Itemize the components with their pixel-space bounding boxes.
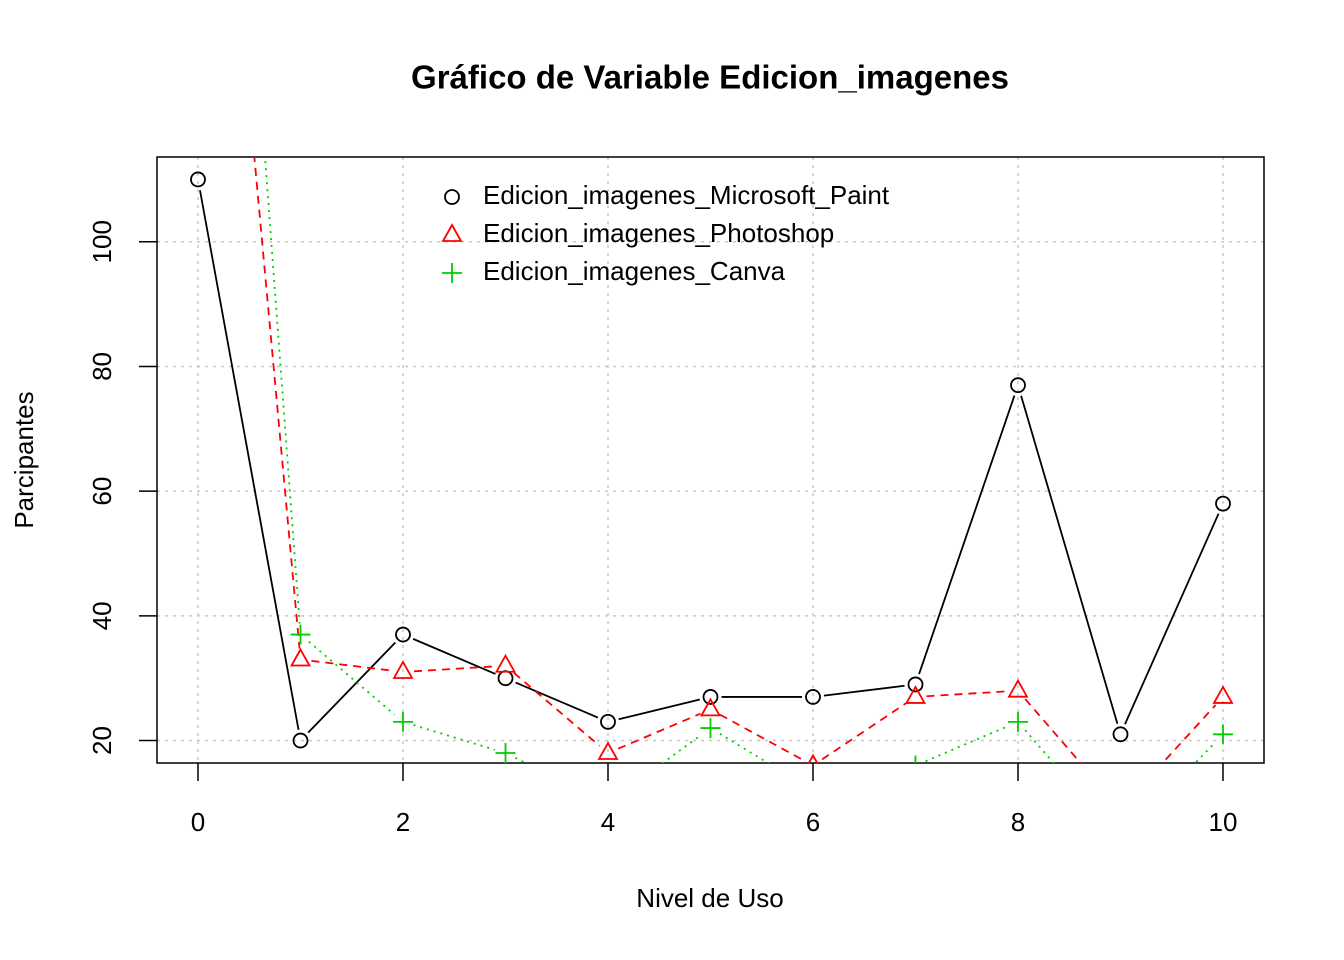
x-axis-label: Nivel de Uso	[636, 883, 783, 913]
point	[1010, 377, 1026, 394]
chart-title: Gráfico de Variable Edicion_imagenes	[411, 59, 1009, 96]
point	[494, 653, 517, 673]
point	[290, 624, 311, 645]
point	[1112, 799, 1130, 815]
point	[597, 741, 619, 760]
y-tick-label: 40	[87, 601, 117, 630]
point	[702, 689, 719, 705]
plot-frame	[156, 156, 1265, 764]
y-axis-label: Parcipantes	[9, 391, 39, 528]
x-tick-label: 2	[396, 807, 410, 837]
legend-marker	[442, 263, 462, 283]
point	[289, 647, 312, 667]
point	[914, 755, 917, 763]
point	[292, 732, 309, 749]
y-tick-label: 100	[87, 220, 117, 263]
point	[1007, 678, 1029, 698]
point	[907, 676, 924, 693]
plot-area	[190, 157, 1234, 850]
point	[805, 689, 821, 705]
point	[700, 718, 721, 739]
x-tick-label: 8	[1011, 807, 1025, 837]
point	[392, 660, 414, 679]
point	[393, 711, 413, 732]
legend-label: Edicion_imagenes_Canva	[483, 256, 786, 286]
point	[1213, 724, 1233, 745]
legend-label: Edicion_imagenes_Microsoft_Paint	[483, 180, 890, 210]
point	[904, 685, 927, 704]
point	[699, 697, 722, 717]
legend-marker	[444, 189, 460, 205]
point	[497, 670, 514, 687]
x-tick-label: 6	[806, 807, 820, 837]
point	[495, 743, 516, 763]
point	[600, 713, 616, 730]
point	[803, 780, 823, 800]
y-tick-label: 20	[87, 726, 117, 755]
series-line	[253, 157, 1217, 763]
legend-marker	[441, 223, 463, 242]
x-tick-label: 4	[601, 807, 615, 837]
point	[1111, 830, 1131, 850]
point	[1212, 685, 1234, 704]
point	[395, 626, 411, 643]
x-tick-label: 10	[1209, 807, 1238, 837]
point	[1215, 495, 1231, 512]
point	[1008, 711, 1028, 732]
legend-label: Edicion_imagenes_Photoshop	[483, 218, 834, 248]
x-tick-label: 0	[191, 807, 205, 837]
point	[190, 171, 206, 188]
series-line	[199, 190, 1220, 734]
point	[1112, 726, 1129, 743]
series-line	[264, 157, 1216, 763]
y-tick-label: 80	[87, 352, 117, 381]
y-tick-label: 60	[87, 477, 117, 506]
